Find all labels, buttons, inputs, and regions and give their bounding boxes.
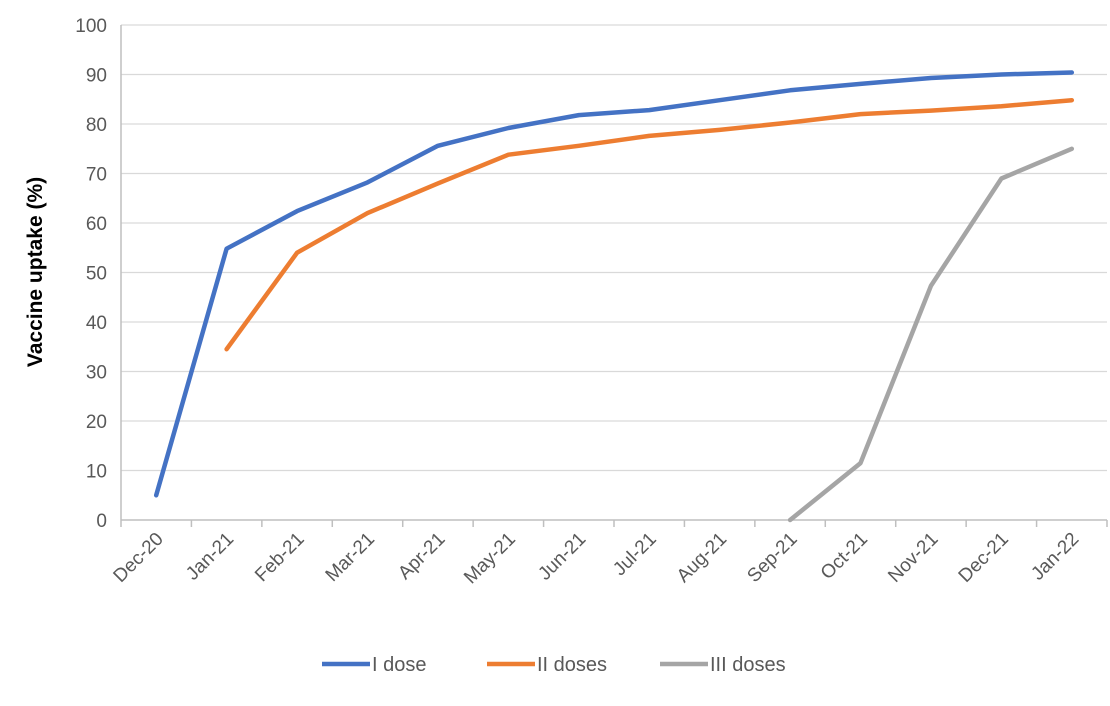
x-tick-label: Aug-21 xyxy=(673,529,731,587)
y-tick-label: 40 xyxy=(86,313,107,334)
x-tick-label: Dec-21 xyxy=(955,529,1013,587)
y-tick-label: 30 xyxy=(86,363,107,384)
x-tick-label: Jan-22 xyxy=(1027,529,1083,585)
y-tick-label: 80 xyxy=(86,115,107,136)
x-tick-label: Jul-21 xyxy=(609,529,660,580)
x-tick-label: Oct-21 xyxy=(817,529,872,584)
x-tick-label: Apr-21 xyxy=(394,529,449,584)
series-line-2 xyxy=(224,97,1075,352)
x-tick-labels: Dec-20 Jan-21 Feb-21 Mar-21 Apr-21 May-21 Jun-… xyxy=(110,529,1084,589)
x-tick-label: Nov-21 xyxy=(884,529,942,587)
x-tick-label: May-21 xyxy=(460,529,520,589)
y-tick-label: 100 xyxy=(75,16,107,37)
y-axis-label: Vaccine uptake (%) xyxy=(24,177,47,367)
series-line-1 xyxy=(153,70,1075,498)
x-tick-label: Feb-21 xyxy=(251,529,308,586)
y-tick-label: 10 xyxy=(86,462,107,483)
legend-label: III doses xyxy=(710,654,786,676)
x-tick-label: Sep-21 xyxy=(743,529,801,587)
x-tick-label: Jun-21 xyxy=(534,529,590,585)
y-tick-labels: 0 10 20 30 40 50 60 70 80 90 100 xyxy=(75,16,107,532)
y-tick-label: 50 xyxy=(86,264,107,285)
x-tick-label: Dec-20 xyxy=(110,529,168,587)
y-tick-label: 0 xyxy=(96,511,107,532)
legend-label: I dose xyxy=(372,654,426,676)
y-tick-label: 20 xyxy=(86,412,107,433)
y-tick-label: 90 xyxy=(86,66,107,87)
x-tick-label: Jan-21 xyxy=(182,529,238,585)
legend: I dose II doses III doses xyxy=(322,654,786,676)
y-tick-label: 60 xyxy=(86,214,107,235)
legend-label: II doses xyxy=(537,654,607,676)
series-line-3 xyxy=(787,146,1075,523)
axes xyxy=(120,25,1108,527)
series-lines xyxy=(153,70,1075,523)
gridlines xyxy=(121,24,1107,472)
y-tick-label: 70 xyxy=(86,165,107,186)
x-tick-label: Mar-21 xyxy=(322,529,379,586)
